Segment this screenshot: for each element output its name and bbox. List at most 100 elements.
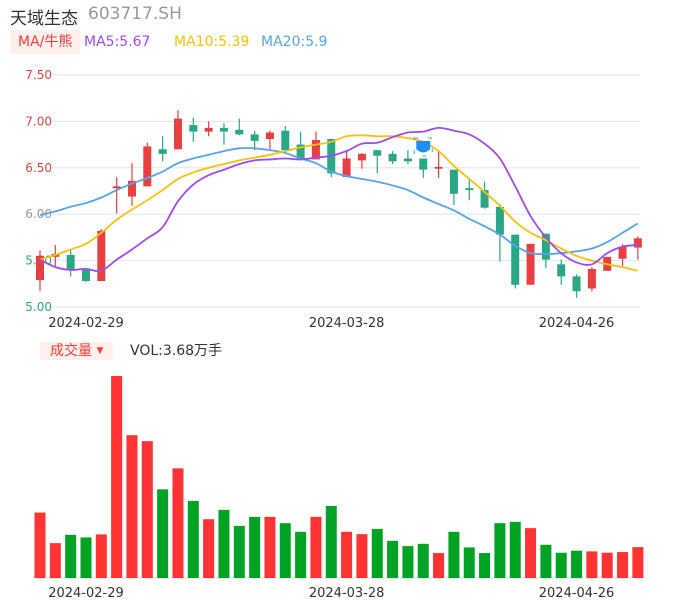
volume-bar: [65, 534, 77, 578]
candle-body: [66, 255, 75, 269]
candle-body: [572, 276, 581, 292]
volume-bar: [540, 544, 552, 578]
volume-indicator-button[interactable]: 成交量 ▼: [40, 342, 114, 360]
volume-bar: [126, 435, 138, 578]
candle-body: [480, 190, 489, 208]
volume-bar: [617, 552, 629, 578]
volume-bar: [417, 543, 429, 578]
volume-bar: [571, 550, 583, 578]
candle-body: [127, 180, 136, 197]
volume-bar: [49, 543, 61, 578]
candle-body: [296, 144, 305, 159]
volume-bar: [586, 551, 598, 578]
volume-bar: [111, 376, 123, 578]
volume-button-label: 成交量: [50, 343, 92, 359]
volume-bar: [632, 547, 644, 578]
volume-bar: [509, 521, 521, 578]
y-tick-label: 6.50: [25, 161, 52, 175]
candle-body: [250, 134, 259, 141]
volume-bar: [555, 552, 567, 578]
price-x-tick-label: 2024-04-26: [539, 316, 615, 331]
candle-body: [526, 243, 535, 285]
price-x-tick-label: 2024-03-28: [309, 316, 385, 331]
volume-bar: [341, 531, 353, 578]
volume-bar: [141, 441, 153, 578]
dropdown-triangle-icon: ▼: [96, 346, 104, 356]
ma-indicator-button[interactable]: MA/牛熊: [10, 30, 81, 54]
volume-bar: [433, 553, 445, 578]
volume-bar: [494, 523, 506, 578]
volume-bar: [249, 516, 261, 578]
volume-bar: [218, 509, 230, 578]
candle-body: [235, 129, 244, 135]
candle-body: [557, 264, 566, 277]
volume-bar: [264, 516, 276, 578]
candle-body: [419, 158, 428, 170]
candle-body: [189, 125, 198, 132]
candle-body: [311, 139, 320, 160]
candle-body: [388, 153, 397, 162]
candle-body: [36, 255, 44, 281]
volume-bar: [203, 519, 215, 578]
volume-bar: [325, 505, 337, 578]
ma5-line: [39, 126, 638, 273]
ma5-legend: MA5:5.67: [84, 34, 151, 50]
candle-body: [434, 166, 443, 169]
volume-bar: [402, 546, 414, 578]
volume-bar: [356, 534, 368, 578]
candle-body: [511, 234, 520, 285]
stock-name: 天域生态: [10, 9, 78, 29]
candle-body: [465, 188, 474, 191]
volume-bar: [95, 534, 107, 578]
candle-body: [158, 149, 167, 154]
candle-body: [97, 230, 106, 282]
candle-body: [81, 268, 90, 282]
candle-body: [219, 127, 228, 132]
candle-body: [633, 238, 642, 248]
y-tick-label: 5.00: [25, 300, 52, 314]
volume-bar: [479, 553, 491, 578]
marker-frame: [413, 137, 433, 157]
shield-badge-icon: [416, 141, 431, 153]
ma10-line: [39, 134, 639, 272]
candle-body: [342, 158, 351, 178]
volume-bar: [601, 552, 613, 578]
volume-bar: [34, 512, 46, 578]
candle-body: [449, 169, 458, 194]
volume-bar: [310, 516, 322, 578]
volume-bar: [172, 468, 184, 578]
volume-bar: [279, 523, 291, 578]
candle-body: [357, 153, 366, 161]
volume-bar: [157, 489, 169, 578]
candle-body: [587, 268, 596, 289]
volume-readout: VOL:3.68万手: [130, 343, 223, 359]
volume-bar: [187, 500, 199, 578]
y-tick-label: 6.00: [25, 207, 52, 221]
volume-bar: [525, 528, 537, 578]
volume-bar: [371, 528, 383, 578]
volume-bar: [448, 531, 460, 578]
volume-bar: [80, 537, 92, 578]
candle-body: [281, 130, 290, 151]
candle-body: [618, 246, 627, 259]
candle-body: [143, 146, 152, 187]
volume-x-tick-label: 2024-02-29: [48, 586, 124, 601]
candle-body: [403, 158, 412, 162]
ma10-legend: MA10:5.39: [174, 34, 250, 50]
volume-bar: [295, 531, 307, 578]
volume-x-tick-label: 2024-04-26: [539, 586, 615, 601]
y-tick-label: 7.50: [25, 68, 52, 82]
candle-body: [373, 150, 382, 156]
price-x-tick-label: 2024-02-29: [48, 316, 124, 331]
volume-x-tick-label: 2024-03-28: [309, 586, 385, 601]
candle-body: [204, 127, 213, 132]
volume-bar: [387, 540, 399, 578]
candle-body: [495, 206, 504, 235]
volume-bar: [233, 525, 245, 578]
stock-code: 603717.SH: [88, 4, 182, 24]
candle-body: [173, 118, 182, 150]
volume-bar: [463, 547, 475, 578]
ma20-line: [39, 147, 639, 256]
